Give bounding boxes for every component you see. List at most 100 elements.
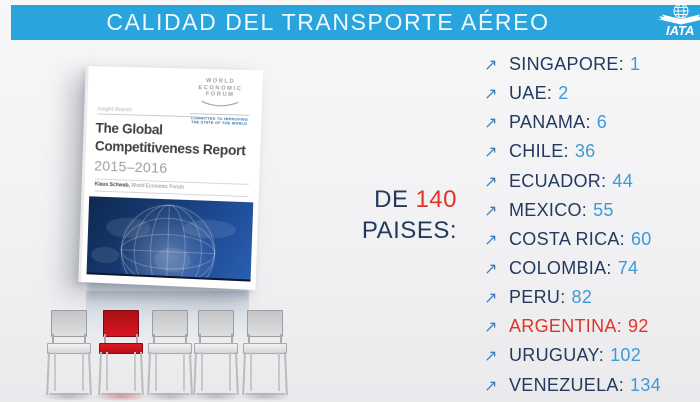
- country-label: ECUADOR:: [509, 170, 607, 191]
- report-author-name: Klaus Schwab,: [94, 181, 131, 189]
- chair: [238, 310, 292, 401]
- chair-leg: [235, 351, 239, 396]
- chair-seat: [148, 343, 192, 354]
- chair: [143, 310, 197, 401]
- title-bar: CALIDAD DEL TRANSPORTE AÉREO: [11, 5, 700, 40]
- chair-post: [231, 334, 233, 345]
- wef-logo: WORLD ECONOMIC FORUM COMMITTED TO IMPROV…: [189, 78, 250, 126]
- chair-post: [248, 334, 250, 345]
- caption-line1: DE 140: [340, 184, 457, 215]
- chair-leg: [250, 352, 252, 391]
- chair-backrest: [152, 310, 188, 337]
- country-label: VENEZUELA:: [509, 374, 625, 395]
- chair-backrest: [51, 310, 87, 337]
- ranking-row: ↗ MEXICO: 55: [484, 196, 661, 225]
- iata-globe-icon: [673, 3, 689, 19]
- country-label: PANAMA:: [509, 112, 591, 133]
- iata-logo: IATA: [653, 2, 700, 38]
- report-cover: WORLD ECONOMIC FORUM COMMITTED TO IMPROV…: [78, 66, 264, 290]
- chair-leg: [201, 352, 203, 391]
- chair-leg: [183, 352, 185, 391]
- ranking-row: ↗ ARGENTINA: 92: [484, 312, 661, 341]
- rank-value: 92: [628, 316, 649, 337]
- chair-post: [185, 334, 187, 345]
- rank-up-arrow-icon: ↗: [484, 84, 498, 104]
- chair: [42, 310, 96, 401]
- ranking-row: ↗ CHILE: 36: [484, 137, 661, 166]
- country-label: UAE:: [509, 83, 553, 104]
- rank-up-arrow-icon: ↗: [484, 346, 498, 366]
- rank-value: 2: [558, 83, 569, 104]
- country-label: COLOMBIA:: [509, 258, 612, 279]
- rank-up-arrow-icon: ↗: [484, 142, 498, 162]
- rank-up-arrow-icon: ↗: [484, 200, 498, 220]
- report-edition: 2015–2016: [93, 157, 168, 176]
- country-label: PERU:: [509, 287, 566, 308]
- rank-value: 102: [610, 345, 642, 366]
- ranking-row: ↗ VENEZUELA: 134: [484, 371, 661, 400]
- rank-up-arrow-icon: ↗: [484, 375, 498, 395]
- chair-seat: [99, 343, 143, 354]
- chair-shadow: [189, 392, 243, 401]
- chair-leg: [88, 351, 92, 396]
- wef-swoosh-icon: [199, 99, 240, 109]
- cover-divider: [94, 190, 249, 198]
- rank-value: 55: [593, 199, 614, 220]
- slide-title: CALIDAD DEL TRANSPORTE AÉREO: [106, 9, 550, 35]
- rank-up-arrow-icon: ↗: [484, 171, 498, 191]
- chair-post: [136, 334, 138, 345]
- chair-post: [104, 334, 106, 345]
- rank-up-arrow-icon: ↗: [484, 229, 498, 249]
- country-label: ARGENTINA:: [509, 316, 623, 337]
- chair-leg: [278, 352, 280, 391]
- chair: [189, 310, 243, 401]
- rank-up-arrow-icon: ↗: [484, 259, 498, 279]
- chair-rail: [196, 393, 236, 395]
- chair-shadow: [143, 392, 197, 401]
- rank-value: 44: [612, 170, 634, 191]
- caption-number: 140: [415, 186, 457, 213]
- ranking-list: ↗ SINGAPORE: 1 ↗ UAE: 2 ↗ PANAMA: 6 ↗ CH…: [484, 50, 661, 400]
- ranking-row: ↗ UAE: 2: [484, 79, 661, 108]
- chair-shadow: [238, 392, 292, 401]
- chair-post: [280, 334, 282, 345]
- cover-divider: [97, 113, 198, 118]
- chair-leg: [140, 351, 144, 396]
- chair-backrest: [103, 310, 139, 337]
- chair-leg: [82, 352, 84, 391]
- iata-logo-text: IATA: [666, 23, 694, 38]
- ranking-row: ↗ PANAMA: 6: [484, 108, 661, 137]
- chair-leg: [98, 351, 102, 396]
- rank-up-arrow-icon: ↗: [484, 55, 498, 75]
- country-label: URUGUAY:: [509, 345, 605, 366]
- country-label: SINGAPORE:: [509, 54, 625, 75]
- chair-rail: [49, 393, 89, 395]
- caption-suffix: PAISES:: [361, 217, 457, 244]
- chair: [94, 310, 148, 401]
- chair-leg: [193, 351, 197, 396]
- chairs-row: [42, 310, 347, 401]
- report-authors: Klaus Schwab, World Economic Forum: [95, 181, 185, 190]
- chair-leg: [189, 351, 193, 396]
- rank-up-arrow-icon: ↗: [484, 317, 498, 337]
- ranking-row: ↗ COLOMBIA: 74: [484, 254, 661, 283]
- cover-globe-panel: [86, 196, 254, 282]
- country-label: CHILE:: [509, 141, 569, 162]
- chair-leg: [155, 352, 157, 391]
- rank-value: 60: [631, 228, 652, 249]
- rank-value: 6: [596, 112, 608, 133]
- chair-leg: [134, 352, 136, 391]
- wef-logo-text: WORLD ECONOMIC FORUM: [190, 78, 250, 99]
- caption-block: DE 140 PAISES:: [340, 184, 457, 246]
- chair-backrest: [247, 310, 283, 337]
- ranking-row: ↗ URUGUAY: 102: [484, 341, 661, 370]
- rank-value: 36: [574, 141, 596, 162]
- rank-value: 74: [617, 258, 639, 279]
- rank-value: 82: [571, 287, 593, 308]
- report-type-label: Insight Report: [97, 106, 132, 114]
- ranking-row: ↗ ECUADOR: 44: [484, 167, 661, 196]
- country-label: COSTA RICA:: [509, 228, 625, 249]
- ranking-row: ↗ COSTA RICA: 60: [484, 225, 661, 254]
- report-title: The Global Competitiveness Report: [95, 119, 256, 160]
- iata-wings-icon: [657, 14, 700, 25]
